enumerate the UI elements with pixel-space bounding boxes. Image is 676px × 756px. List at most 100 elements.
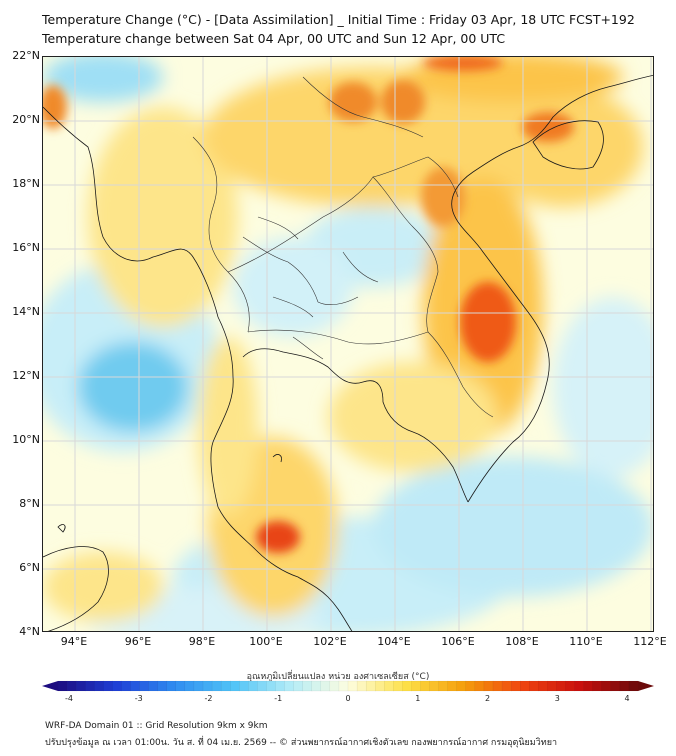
map-gridlines [43,57,653,631]
colorbar-max-arrow [638,681,654,691]
chart-title: Temperature Change (°C) - [Data Assimila… [42,12,635,27]
admin-borders [192,76,494,418]
colorbar-cell [338,680,349,692]
colorbar-cell [230,680,240,692]
footer-credit: ปรับปรุงข้อมูล ณ เวลา 01:00น. วัน ส. ที่… [45,738,558,748]
colorbar-cell [520,680,530,692]
lon-label: 96°E [124,635,152,648]
colorbar-cell [483,680,494,692]
border-thailand-laos [227,176,439,333]
colorbar-cell [547,680,557,692]
colorbar-cell [139,680,150,692]
hotspot-west-edge [43,85,67,129]
lat-label: 22°N [12,49,40,62]
colorbar-cell [121,680,131,692]
coastlines [43,74,653,631]
lat-label: 10°N [12,433,40,446]
cool-area-north-west [43,57,163,102]
coast-island-1 [272,454,282,463]
colorbar-cell [411,680,421,692]
colorbar-cell [365,680,376,692]
lat-label: 12°N [12,369,40,382]
colorbar-cell [628,680,639,692]
province-borders [242,216,379,360]
lon-label: 112°E [633,635,667,648]
colorbar-cell [302,680,313,692]
lat-label: 8°N [19,497,40,510]
colorbar-cell [157,680,168,692]
colorbar-cell [565,680,576,692]
colorbar-cell [492,680,503,692]
border-china [302,76,424,138]
lon-label: 110°E [569,635,603,648]
colorbar-tick: 3 [554,694,560,703]
colorbar-cell [184,680,195,692]
colorbar-cell [103,680,113,692]
cool-core-andaman [78,342,188,432]
temperature-hotspots [43,57,574,553]
hotspot-north-edge [423,57,503,71]
footer-model-info: WRF-DA Domain 01 :: Grid Resolution 9km … [45,721,268,731]
colorbar-tick: -2 [204,694,213,703]
lat-label: 6°N [19,561,40,574]
lat-label: 14°N [12,305,40,318]
colorbar-tick: 1 [415,694,421,703]
colorbar-cell [501,680,512,692]
warm-area-sumatra [43,552,163,622]
colorbar-cell [94,680,104,692]
lon-label: 102°E [313,635,347,648]
colorbar-cell [619,680,630,692]
colorbar-cell [220,680,231,692]
colorbar-cell [112,680,122,692]
colorbar-title: อุณหภูมิเปลี่ยนแปลง หน่วย องศาเซลเซียส (… [246,672,430,682]
colorbar-tick: -1 [274,694,283,703]
cool-area-east [553,297,653,477]
colorbar-cell [266,680,276,692]
coast-andaman [43,106,353,631]
colorbar-cell [438,680,449,692]
colorbar-cell [248,680,258,692]
colorbar-cell [130,680,141,692]
colorbar-cell [257,680,267,692]
colorbar-cell [85,680,95,692]
colorbar-cell [347,680,358,692]
colorbar-tick: -3 [134,694,143,703]
cool-area-south-china-sea [373,457,653,597]
colorbar-cell [384,680,394,692]
colorbar-cell [284,680,295,692]
colorbar-tick: 0 [345,694,351,703]
colorbar-tick: 4 [624,694,630,703]
colorbar-cell [402,680,412,692]
hotspot-laos [421,167,465,227]
coast-vietnam [451,74,653,503]
map-canvas [43,57,653,631]
colorbar-cell [311,680,322,692]
lat-label: 4°N [19,625,40,638]
border-cambodia [247,329,494,418]
colorbar-cells [57,680,639,692]
colorbar-cell [393,680,403,692]
colorbar-cell [202,680,213,692]
temperature-change-map[interactable] [42,56,654,632]
colorbar-cell [193,680,204,692]
colorbar-cell [592,680,603,692]
lon-label: 100°E [249,635,283,648]
colorbar-cell [456,680,467,692]
colorbar-cell [420,680,431,692]
colorbar-cell [574,680,585,692]
colorbar-tick: -4 [65,694,73,703]
hotspot-yunnan [329,82,377,122]
colorbar-cell [329,680,340,692]
chart-subtitle: Temperature change between Sat 04 Apr, 0… [42,31,506,46]
colorbar-cell [211,680,222,692]
coast-gulf-of-thailand [242,348,469,503]
colorbar-min-arrow [42,681,58,691]
hotspot-central-highlands [460,282,516,362]
colorbar-cell [556,680,566,692]
colorbar-cell [429,680,440,692]
lon-label: 106°E [441,635,475,648]
colorbar-tick: 2 [484,694,491,703]
colorbar-cell [529,680,539,692]
hotspot-hainan [522,112,574,142]
colorbar-cell [66,680,77,692]
